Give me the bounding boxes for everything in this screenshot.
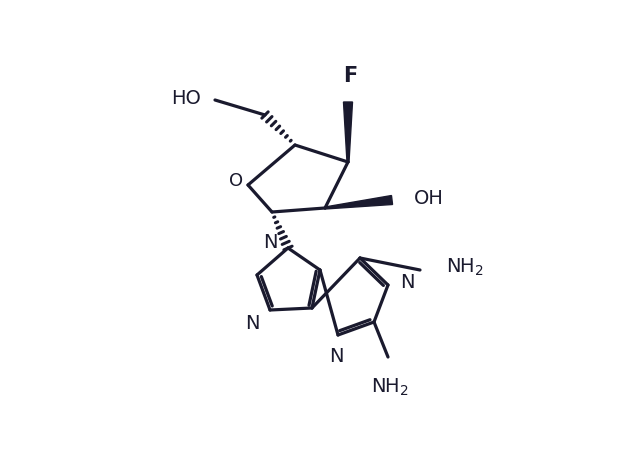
Text: N: N — [329, 347, 343, 366]
Text: F: F — [343, 66, 357, 86]
Text: NH$_2$: NH$_2$ — [446, 256, 484, 278]
Text: N: N — [400, 274, 415, 292]
Polygon shape — [344, 102, 353, 162]
Text: O: O — [229, 172, 243, 190]
Text: NH$_2$: NH$_2$ — [371, 377, 409, 398]
Polygon shape — [325, 196, 392, 209]
Text: N: N — [246, 314, 260, 333]
Text: OH: OH — [414, 188, 444, 207]
Text: HO: HO — [171, 88, 201, 108]
Text: N: N — [264, 233, 278, 251]
